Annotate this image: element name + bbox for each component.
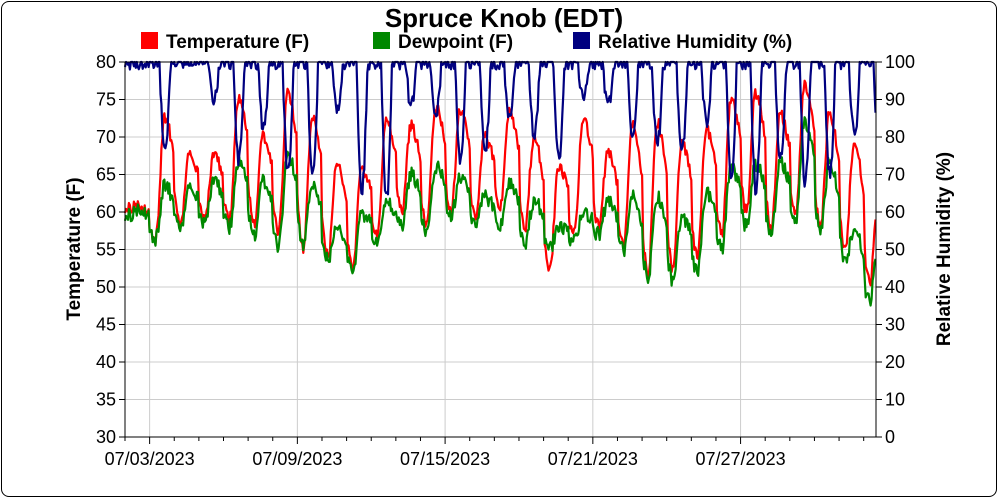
left-axis-ticks: 30 35 40 45 50 55 60 65 70 75 80 bbox=[96, 52, 125, 447]
plot-area: 30 35 40 45 50 55 60 65 70 75 80 0 10 20 30 40 50 60 70 80… bbox=[96, 52, 915, 469]
x-tick-label: 07/03/2023 bbox=[105, 449, 195, 469]
legend-swatch-humidity bbox=[573, 32, 590, 49]
y2-tick-label: 40 bbox=[885, 277, 905, 297]
chart-title: Spruce Knob (EDT) bbox=[385, 3, 623, 33]
y-tick-label: 65 bbox=[96, 165, 116, 185]
legend-swatch-dewpoint bbox=[373, 32, 390, 49]
x-tick-label: 07/27/2023 bbox=[696, 449, 786, 469]
legend-label-humidity: Relative Humidity (%) bbox=[598, 32, 792, 53]
y2-axis-label: Relative Humidity (%) bbox=[934, 152, 955, 346]
legend-swatch-temperature bbox=[141, 32, 158, 49]
x-axis-ticks: 07/03/2023 07/09/2023 07/15/2023 07/21/2023… bbox=[105, 437, 865, 469]
y2-tick-label: 100 bbox=[885, 52, 915, 72]
y2-tick-label: 30 bbox=[885, 315, 905, 335]
y-tick-label: 80 bbox=[96, 52, 116, 72]
series-line-temperature bbox=[123, 79, 877, 287]
right-axis-ticks: 0 10 20 30 40 50 60 70 80 90 100 bbox=[876, 52, 915, 447]
x-tick-label: 07/09/2023 bbox=[252, 449, 342, 469]
y-tick-label: 60 bbox=[96, 202, 116, 222]
y-tick-label: 35 bbox=[96, 390, 116, 410]
x-tick-label: 07/21/2023 bbox=[548, 449, 638, 469]
y-axis-label: Temperature (F) bbox=[64, 177, 85, 320]
legend-label-dewpoint: Dewpoint (F) bbox=[398, 32, 513, 53]
y2-tick-label: 60 bbox=[885, 202, 905, 222]
x-tick-label: 07/15/2023 bbox=[400, 449, 490, 469]
y2-tick-label: 50 bbox=[885, 240, 905, 260]
y-tick-label: 40 bbox=[96, 352, 116, 372]
y-tick-label: 30 bbox=[96, 427, 116, 447]
grid bbox=[125, 61, 876, 438]
y2-tick-label: 0 bbox=[885, 427, 895, 447]
legend-label-temperature: Temperature (F) bbox=[166, 32, 309, 53]
legend: Temperature (F) Dewpoint (F) Relative Hu… bbox=[141, 32, 792, 53]
y2-tick-label: 70 bbox=[885, 165, 905, 185]
y-tick-label: 55 bbox=[96, 240, 116, 260]
y2-tick-label: 10 bbox=[885, 390, 905, 410]
series-lines bbox=[123, 60, 877, 307]
y-tick-label: 45 bbox=[96, 315, 116, 335]
y-tick-label: 75 bbox=[96, 90, 116, 110]
series-line-dewpoint bbox=[123, 116, 877, 307]
y2-tick-label: 80 bbox=[885, 127, 905, 147]
y-tick-label: 70 bbox=[96, 127, 116, 147]
y2-tick-label: 20 bbox=[885, 352, 905, 372]
y-tick-label: 50 bbox=[96, 277, 116, 297]
y2-tick-label: 90 bbox=[885, 90, 905, 110]
